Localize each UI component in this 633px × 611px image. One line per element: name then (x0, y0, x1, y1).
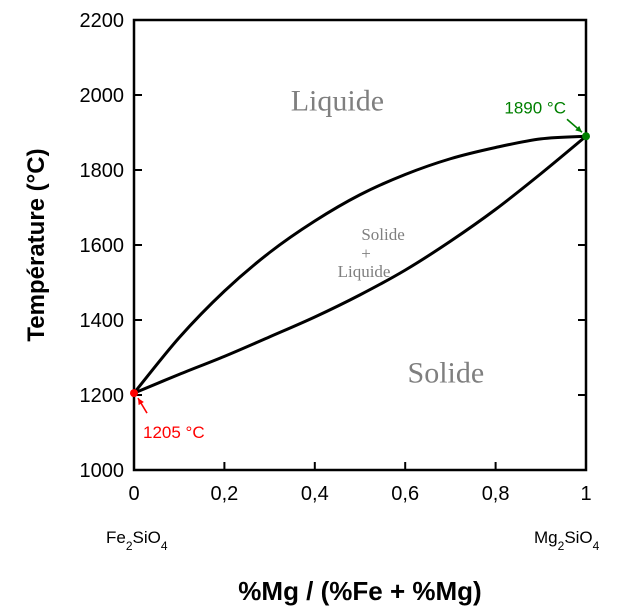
high-melting-point-marker (582, 132, 590, 141)
x-tick-label: 1 (580, 483, 591, 505)
low-point-annotation: 1205 °C (143, 423, 205, 442)
y-axis-title: Température (°C) (23, 148, 50, 341)
region-label-liquide: Liquide (291, 85, 384, 118)
x-tick-label: 0,6 (391, 483, 419, 505)
y-tick-label: 2200 (80, 10, 125, 32)
endmember-right-label: Mg2SiO4 (534, 528, 600, 553)
x-tick-label: 0,8 (482, 483, 510, 505)
y-tick-label: 2000 (80, 85, 125, 107)
y-tick-label: 1400 (80, 310, 125, 332)
phase-curves (132, 134, 587, 395)
y-tick-label: 1600 (80, 235, 125, 257)
y-tick-label: 1000 (80, 460, 125, 482)
mixed-region-plus-sign: + (361, 244, 371, 263)
mixed-region-bottom-label: Liquide (338, 262, 391, 281)
endmember-left-label: Fe2SiO4 (106, 528, 168, 553)
x-axis-title: %Mg / (%Fe + %Mg) (238, 576, 481, 606)
y-tick-label: 1200 (80, 385, 125, 407)
high-point-arrowhead (575, 125, 582, 133)
y-tick-label: 1800 (80, 160, 125, 182)
region-label-solide: Solide (408, 357, 485, 390)
low-melting-point-marker (130, 389, 138, 398)
liquidus-curve (132, 134, 587, 395)
solidus-curve (133, 135, 587, 395)
axis-ticks: 0 0,2 0,4 0,6 0,8 1 1000 1200 1400 1600 1800 2000 22… (80, 10, 592, 505)
low-point-arrowhead (138, 398, 144, 406)
high-point-annotation: 1890 °C (504, 98, 566, 117)
mixed-region-top-label: Solide (361, 225, 404, 244)
x-tick-label: 0 (128, 483, 139, 505)
x-tick-label: 0,4 (301, 483, 329, 505)
x-tick-label: 0,2 (210, 483, 238, 505)
